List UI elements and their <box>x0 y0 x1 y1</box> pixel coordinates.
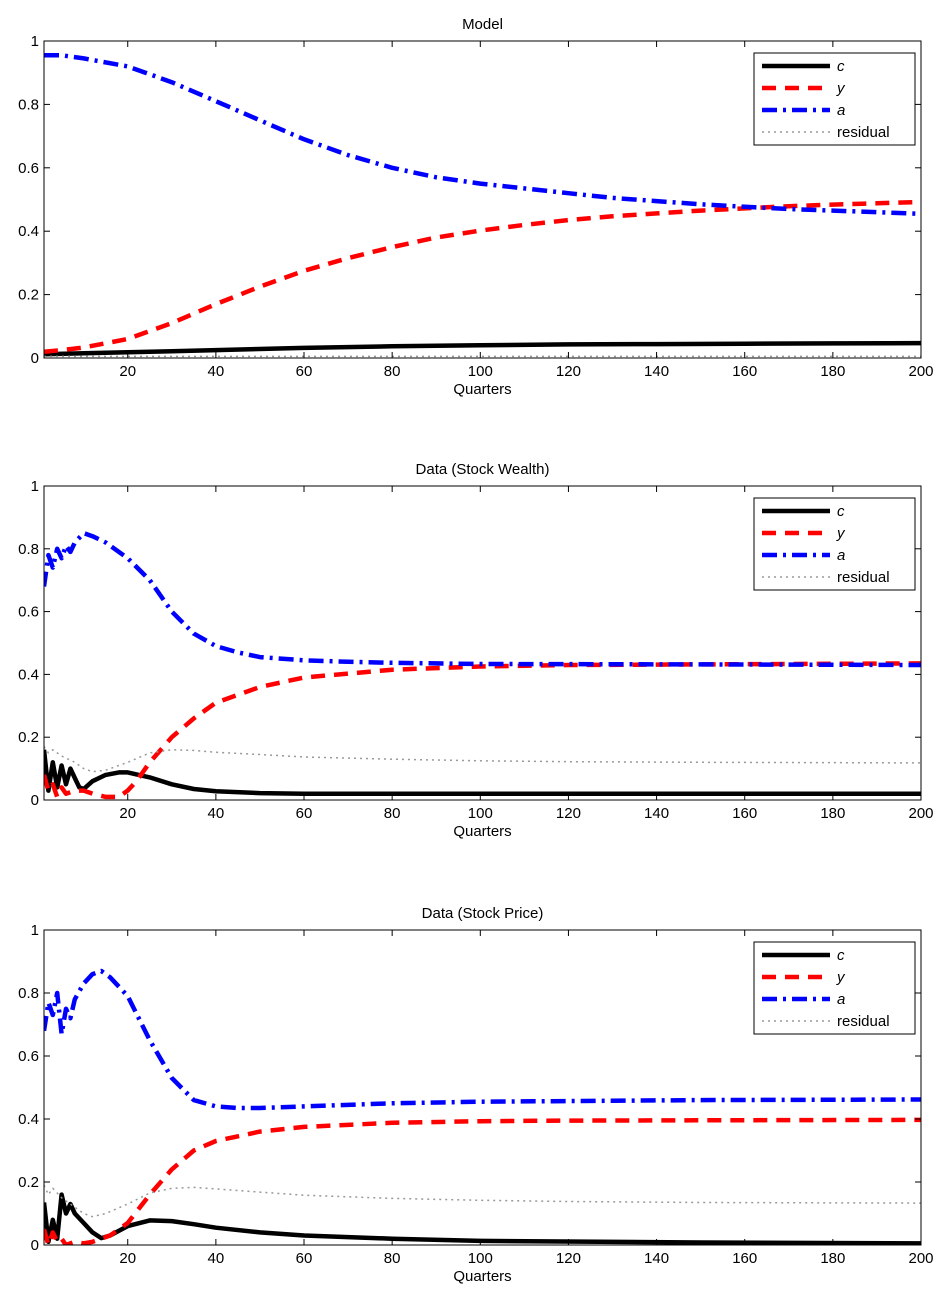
chart-title: Data (Stock Price) <box>422 905 544 922</box>
x-tick-label: 200 <box>908 1250 933 1267</box>
y-tick-label: 1 <box>31 33 39 50</box>
x-axis-label: Quarters <box>453 381 511 398</box>
legend-label-a: a <box>837 991 845 1008</box>
x-axis-label: Quarters <box>453 823 511 840</box>
x-tick-label: 200 <box>908 805 933 822</box>
x-tick-label: 40 <box>208 363 225 380</box>
chart-panel-3: Data (Stock Price) 20 40 60 80 100 120 140 160 18… <box>18 905 933 1285</box>
legend-label-a: a <box>837 102 845 119</box>
x-tick-label: 120 <box>556 363 581 380</box>
series-line-y <box>44 661 921 800</box>
chart-title: Model <box>462 16 503 33</box>
series-line-residual <box>44 746 921 773</box>
x-tick-label: 80 <box>384 363 401 380</box>
x-tick-label: 40 <box>208 805 225 822</box>
y-tick-label: 0.8 <box>18 541 39 558</box>
chart-title: Data (Stock Wealth) <box>416 461 550 478</box>
series-line-c <box>44 749 921 796</box>
y-tick-label: 0.4 <box>18 223 39 240</box>
legend-label-y: y <box>836 525 846 542</box>
plot-frame <box>43 929 922 1246</box>
y-tick-label: 0 <box>31 350 39 367</box>
x-tick-label: 140 <box>644 363 669 380</box>
x-tick-label: 60 <box>296 1250 313 1267</box>
y-tick-label: 0.2 <box>18 287 39 304</box>
series-line-a <box>44 530 921 668</box>
plot-frame <box>43 40 922 359</box>
y-tick-label: 0.4 <box>18 1111 39 1128</box>
y-tick-label: 1 <box>31 478 39 495</box>
y-tick-label: 0.8 <box>18 985 39 1002</box>
x-tick-label: 100 <box>468 805 493 822</box>
y-tick-label: 0.2 <box>18 729 39 746</box>
legend: cya residual <box>753 497 916 591</box>
series-line-y <box>44 199 921 354</box>
legend-label-c: c <box>837 58 845 75</box>
chart-panel-1: Model 20 40 60 80 100 120 140 160 180 200 0 0.2 0.4 0.… <box>18 16 933 398</box>
legend-box <box>753 941 916 1035</box>
series-line-y <box>44 1117 921 1245</box>
legend-box <box>753 497 916 591</box>
legend: cya residual <box>753 941 916 1035</box>
legend-label-c: c <box>837 503 845 520</box>
x-tick-label: 180 <box>820 805 845 822</box>
y-tick-label: 0.8 <box>18 96 39 113</box>
legend-label-residual: residual <box>837 1013 890 1030</box>
legend-label-residual: residual <box>837 124 890 141</box>
x-tick-label: 80 <box>384 1250 401 1267</box>
x-tick-label: 120 <box>556 1250 581 1267</box>
legend-box <box>753 52 916 146</box>
legend-label-y: y <box>836 80 846 97</box>
y-tick-label: 0 <box>31 792 39 809</box>
series-line-residual <box>44 1184 921 1218</box>
x-tick-label: 80 <box>384 805 401 822</box>
legend-label-y: y <box>836 969 846 986</box>
y-tick-label: 0.6 <box>18 1048 39 1065</box>
y-tick-label: 0.6 <box>18 604 39 621</box>
y-tick-label: 0.4 <box>18 666 39 683</box>
x-tick-label: 160 <box>732 805 757 822</box>
x-tick-label: 180 <box>820 1250 845 1267</box>
x-tick-label: 60 <box>296 363 313 380</box>
x-axis-label: Quarters <box>453 1268 511 1285</box>
x-tick-label: 140 <box>644 1250 669 1267</box>
x-tick-label: 100 <box>468 363 493 380</box>
y-tick-label: 0 <box>31 1237 39 1254</box>
series-line-c <box>44 340 921 357</box>
plot-frame <box>43 485 922 801</box>
x-tick-label: 180 <box>820 363 845 380</box>
y-tick-label: 0.6 <box>18 160 39 177</box>
x-tick-label: 60 <box>296 805 313 822</box>
x-tick-label: 20 <box>119 363 136 380</box>
x-tick-label: 100 <box>468 1250 493 1267</box>
chart-panel-2: Data (Stock Wealth) 20 40 60 80 100 120 140 160 1… <box>18 461 933 840</box>
legend-label-a: a <box>837 547 845 564</box>
x-tick-label: 160 <box>732 1250 757 1267</box>
x-tick-label: 120 <box>556 805 581 822</box>
series-group <box>44 968 921 1245</box>
series-line-a <box>44 968 921 1111</box>
series-group <box>44 530 921 800</box>
x-tick-label: 200 <box>908 363 933 380</box>
x-tick-label: 140 <box>644 805 669 822</box>
x-tick-label: 20 <box>119 1250 136 1267</box>
series-line-c <box>44 1192 921 1245</box>
x-tick-label: 160 <box>732 363 757 380</box>
y-tick-label: 0.2 <box>18 1174 39 1191</box>
legend-label-residual: residual <box>837 569 890 586</box>
legend: cya residual <box>753 52 916 146</box>
y-tick-label: 1 <box>31 922 39 939</box>
x-tick-label: 40 <box>208 1250 225 1267</box>
legend-label-c: c <box>837 947 845 964</box>
x-tick-label: 20 <box>119 805 136 822</box>
